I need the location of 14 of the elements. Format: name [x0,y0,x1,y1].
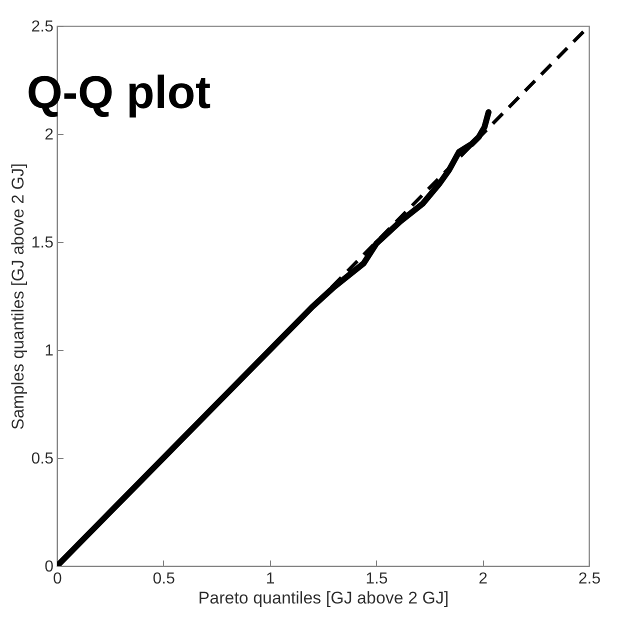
y-tick-label: 2 [44,126,54,144]
y-tick-label: 1 [44,342,54,360]
y-tick-label: 0.5 [31,450,54,468]
x-tick-label: 1 [266,570,275,588]
y-tick-label: 2.5 [31,18,54,36]
x-tick-label: 0.5 [152,570,176,588]
text: Q-Q plot [26,66,211,118]
x-tick-label: 1.5 [366,570,388,588]
y-axis-title: Samples quantiles [GJ above 2 GJ] [8,163,28,430]
y-tick-label: 0 [44,558,54,576]
x-axis-title: Pareto quantiles [GJ above 2 GJ] [198,588,449,608]
y-tick-label: 1.5 [31,234,54,252]
x-tick-label: 2.5 [578,570,601,588]
x-tick-label: 2 [478,570,488,588]
